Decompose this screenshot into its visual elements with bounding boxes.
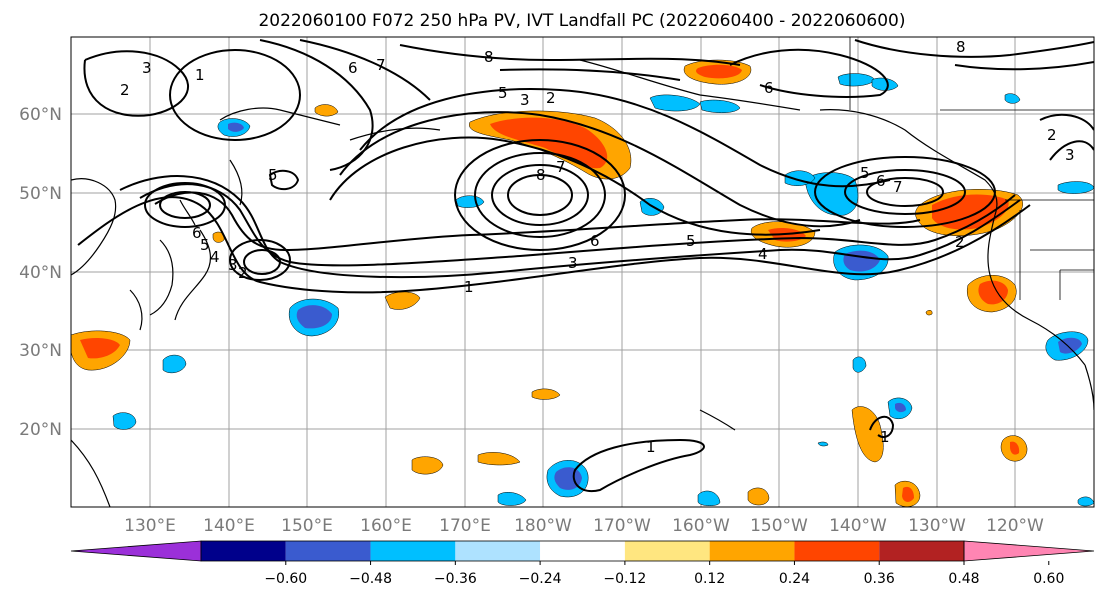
lon-label: 140°E	[203, 516, 255, 536]
contour-label: 1	[195, 66, 205, 84]
contour-label: 2	[238, 264, 248, 282]
contour-label: 3	[228, 256, 238, 274]
colorbar-outline	[200, 540, 965, 562]
lat-label: 30°N	[19, 341, 62, 361]
contour-label: 4	[758, 245, 768, 263]
contour-label: 3	[142, 59, 152, 77]
colorbar-swatch	[624, 541, 710, 561]
map-area: 2 3 1 6 7 8 5 3 2 6 5 8 7 6 5 4 3 1 6 5	[71, 37, 1094, 507]
colorbar-swatch	[285, 541, 371, 561]
colorbar-swatch	[540, 541, 625, 561]
contour-label: 2	[955, 233, 965, 251]
lon-label: 160°E	[360, 516, 412, 536]
colorbar-tick-label: 0.12	[694, 571, 725, 587]
colorbar: −0.60 −0.48 −0.36 −0.24 −0.12 0.12 0.24 0.36 0.4…	[70, 540, 1095, 587]
contour-label: 1	[880, 428, 890, 446]
colorbar-tick-label: 0.36	[864, 571, 895, 587]
contour-label: 1	[646, 438, 656, 456]
colorbar-swatch	[370, 541, 456, 561]
contour-label: 5	[268, 166, 278, 184]
colorbar-tick-label: −0.48	[349, 571, 392, 587]
contour-label: 7	[376, 56, 386, 74]
lat-label: 60°N	[19, 105, 62, 125]
contour-label: 6	[764, 79, 774, 97]
contour-label: 2	[1047, 126, 1057, 144]
lat-label: 40°N	[19, 263, 62, 283]
longitude-labels: 130°E 140°E 150°E 160°E 170°E 180°W 170°…	[124, 516, 1044, 536]
colorbar-ticks: −0.60 −0.48 −0.36 −0.24 −0.12 0.12 0.24 0.36 0.4…	[264, 561, 1064, 587]
contour-labels: 2 3 1 6 7 8 5 3 2 6 5 8 7 6 5 4 3 1 6 5	[120, 38, 1075, 456]
contour-label: 8	[956, 38, 966, 56]
contour-label: 6	[876, 172, 886, 190]
ivt-filled-contours	[71, 59, 1094, 507]
colorbar-tick-label: −0.60	[264, 571, 307, 587]
colorbar-swatch	[879, 541, 964, 561]
colorbar-swatch	[709, 541, 795, 561]
latitude-labels: 60°N 50°N 40°N 30°N 20°N	[19, 105, 62, 440]
lon-label: 140°W	[829, 516, 887, 536]
lon-label: 120°W	[986, 516, 1044, 536]
contour-label: 8	[484, 48, 494, 66]
colorbar-tick-label: 0.24	[779, 571, 810, 587]
colorbar-tick-label: −0.24	[519, 571, 562, 587]
lon-label: 150°E	[281, 516, 333, 536]
contour-label: 6	[590, 232, 600, 250]
coastlines	[71, 59, 1094, 507]
colorbar-tick-label: 0.60	[1033, 571, 1064, 587]
political-borders	[849, 37, 1094, 300]
contour-label: 8	[536, 166, 546, 184]
colorbar-tick-label: −0.36	[434, 571, 477, 587]
contour-label: 7	[556, 158, 566, 176]
contour-label: 5	[200, 236, 210, 254]
lat-label: 20°N	[19, 420, 62, 440]
contour-label: 7	[893, 178, 903, 196]
contour-label: 3	[1065, 146, 1075, 164]
contour-label: 5	[498, 84, 508, 102]
contour-label: 4	[210, 248, 220, 266]
contour-label: 6	[192, 224, 202, 242]
contour-label: 1	[464, 278, 474, 296]
colorbar-swatches	[70, 540, 1095, 562]
lon-label: 150°W	[750, 516, 808, 536]
colorbar-tick-label: −0.12	[603, 571, 646, 587]
colorbar-tick-label: 0.48	[948, 571, 979, 587]
contour-label: 2	[546, 89, 556, 107]
lon-label: 160°W	[672, 516, 730, 536]
contour-label: 3	[520, 91, 530, 109]
contour-label: 6	[348, 59, 358, 77]
contour-label: 5	[686, 232, 696, 250]
colorbar-swatch	[201, 541, 286, 561]
colorbar-extend-high	[963, 540, 1095, 562]
lon-label: 170°E	[439, 516, 491, 536]
contour-label: 5	[860, 164, 870, 182]
lon-label: 180°W	[514, 516, 572, 536]
colorbar-extend-low	[70, 540, 202, 562]
lon-label: 130°W	[908, 516, 966, 536]
map-frame	[70, 36, 1095, 508]
contour-label: 3	[568, 254, 578, 272]
lon-label: 170°W	[593, 516, 651, 536]
map-title: 2022060100 F072 250 hPa PV, IVT Landfall…	[258, 11, 905, 31]
lat-label: 50°N	[19, 184, 62, 204]
lon-label: 130°E	[124, 516, 176, 536]
colorbar-swatch	[794, 541, 880, 561]
contour-label: 2	[120, 81, 130, 99]
pv-contours	[77, 39, 1094, 493]
graticule	[71, 37, 1094, 507]
colorbar-swatch	[455, 541, 541, 561]
